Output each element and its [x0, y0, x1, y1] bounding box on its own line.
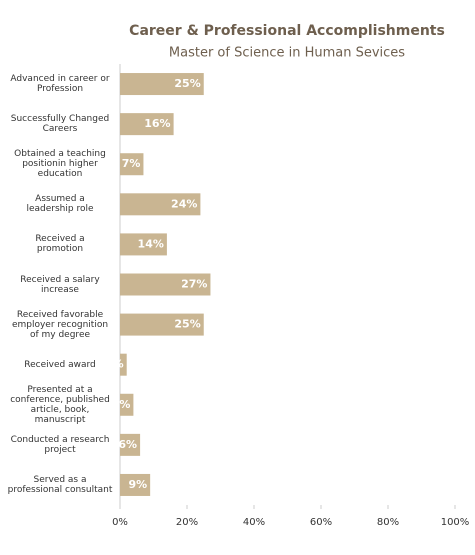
bar: [120, 193, 201, 216]
x-tick-label: 60%: [310, 517, 332, 528]
bar: [120, 153, 144, 176]
value-label: 24%: [171, 197, 197, 210]
y-tick-label: Received award: [24, 359, 96, 370]
chart-title: Career & Professional Accomplishments: [129, 23, 445, 39]
y-tick-label: Received favorable employer recognition …: [11, 309, 109, 340]
bar: [120, 233, 167, 256]
bar: [120, 353, 127, 376]
bar: [120, 113, 174, 136]
bar: [120, 433, 141, 456]
y-tick-label: Successfully Changed Careers: [10, 114, 110, 135]
y-tick-label: Conducted a research project: [10, 434, 110, 455]
y-tick-label: Presented at a conference, published art…: [10, 384, 110, 425]
value-label: 16%: [144, 117, 170, 130]
value-label: 14%: [138, 237, 164, 250]
y-tick-label: Advanced in career or Profession: [10, 74, 110, 95]
bar: [120, 393, 134, 416]
y-tick-label: Obtained a teaching positionin higher ed…: [14, 149, 106, 180]
chart-subtitle: Master of Science in Human Sevices: [169, 46, 405, 61]
value-label: 27%: [181, 278, 207, 291]
y-tick-label: Assumed a leadership role: [26, 194, 94, 215]
value-label: 25%: [174, 77, 200, 90]
bar: [120, 73, 204, 96]
value-label: 4%: [112, 398, 131, 411]
y-tick-label: Received a salary increase: [20, 274, 100, 295]
value-label: 7%: [122, 157, 141, 170]
x-tick-label: 0%: [112, 517, 128, 528]
value-label: 6%: [118, 438, 137, 451]
bar: [120, 273, 211, 296]
x-tick-label: 100%: [441, 517, 470, 528]
x-tick-label: 20%: [176, 517, 198, 528]
bar: [120, 473, 151, 496]
y-tick-label: Received a promotion: [35, 234, 85, 255]
value-label: 2%: [105, 358, 124, 371]
y-tick-label: Served as a professional consultant: [7, 474, 113, 495]
x-tick-label: 40%: [243, 517, 265, 528]
value-label: 25%: [174, 318, 200, 331]
x-tick-label: 80%: [377, 517, 399, 528]
value-label: 9%: [128, 478, 147, 491]
bar: [120, 313, 204, 336]
